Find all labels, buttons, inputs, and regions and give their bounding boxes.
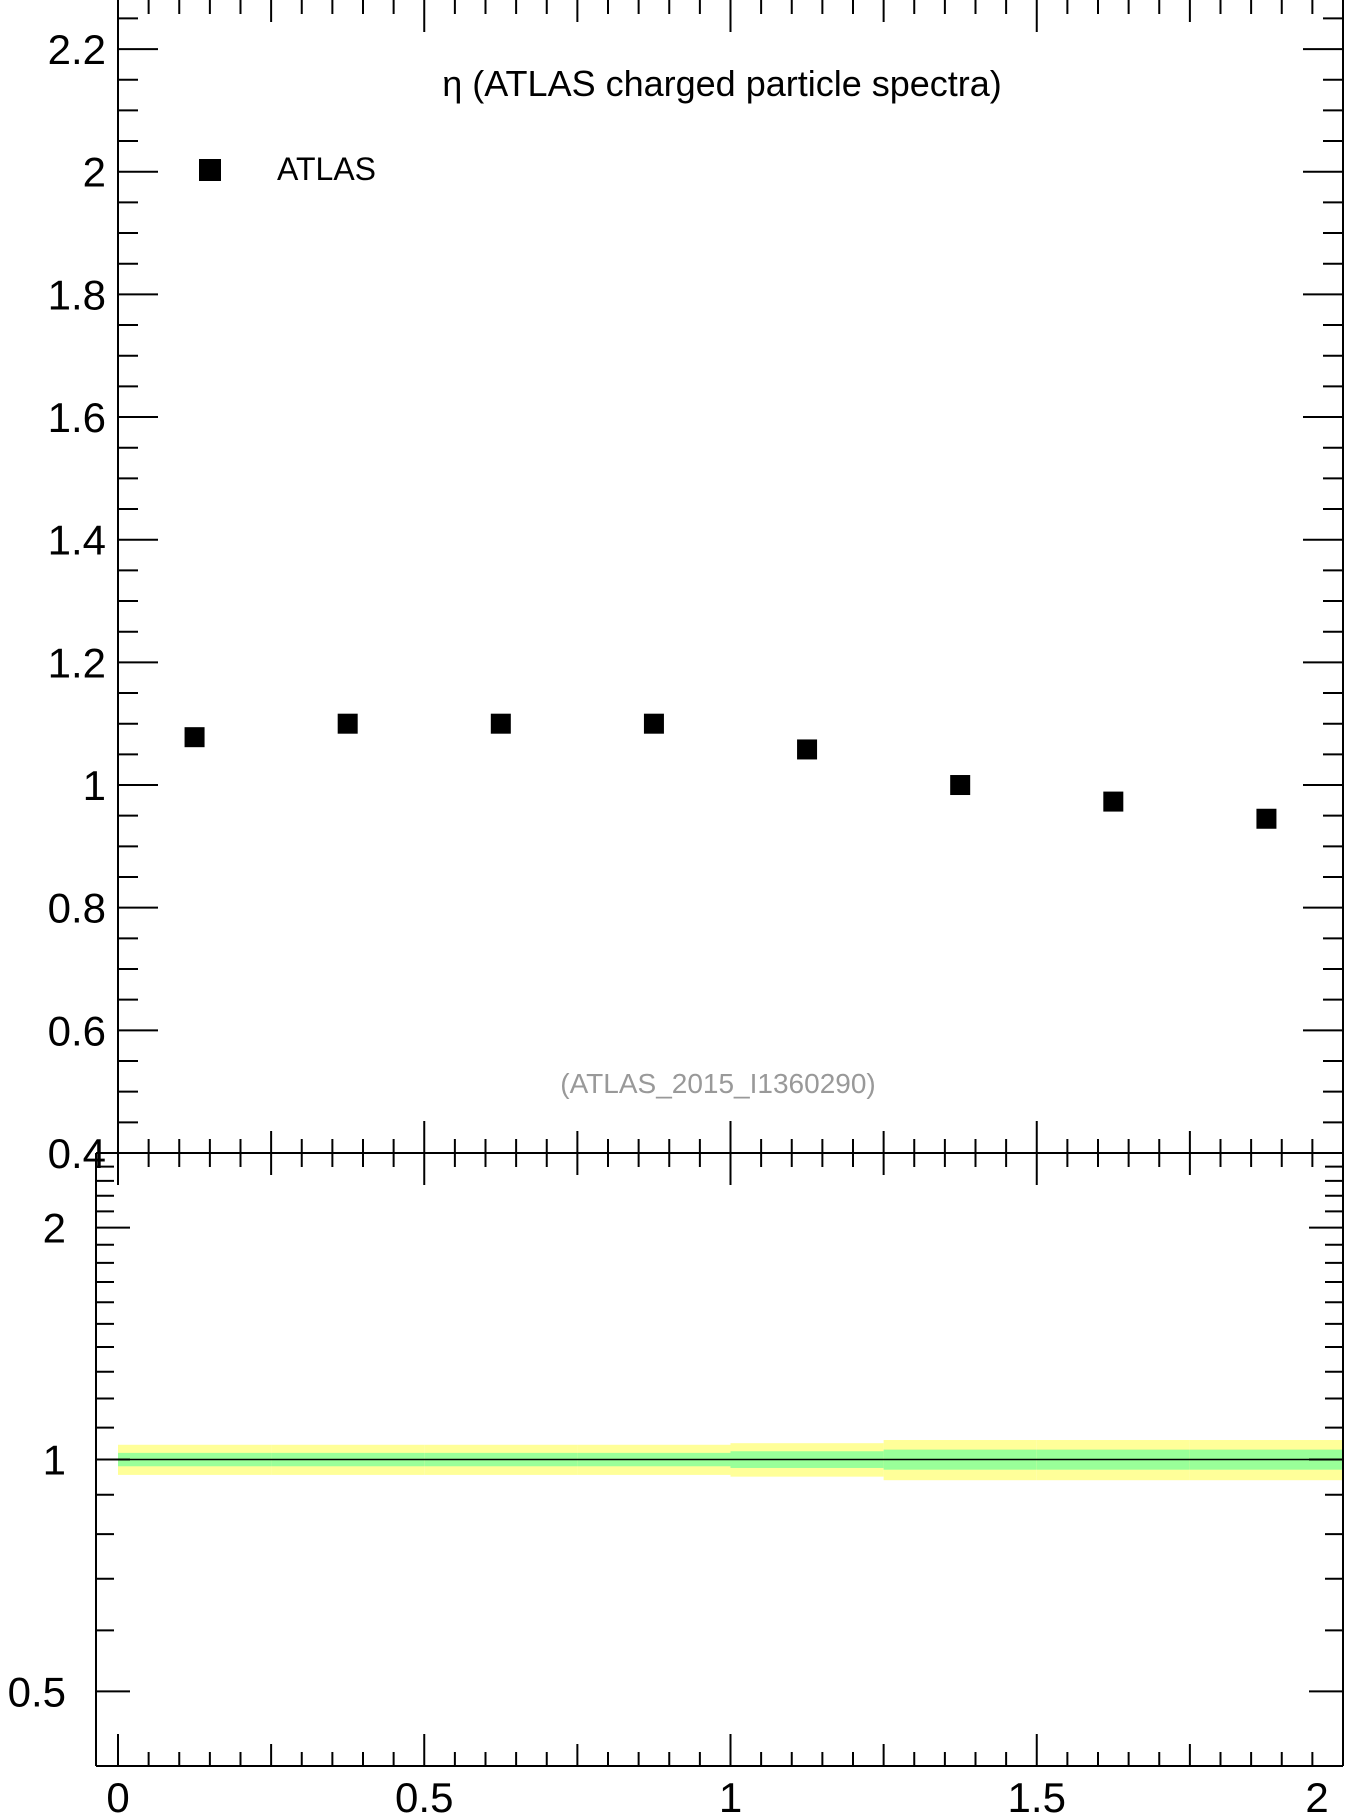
ratio-x-tick-label: 1.5	[1008, 1774, 1066, 1819]
chart-title: η (ATLAS charged particle spectra)	[442, 63, 1002, 104]
main-y-tick-label: 1	[83, 762, 106, 809]
main-y-tick-label: 1.2	[48, 639, 106, 686]
ratio-plot-panel: 0.5 1 2 0 0.5 1 1.5 2	[8, 1152, 1344, 1819]
main-y-tick-label: 0.8	[48, 885, 106, 932]
ratio-y-tick-label: 2	[43, 1205, 66, 1252]
data-point-atlas	[797, 739, 818, 760]
legend-label-atlas: ATLAS	[277, 151, 376, 187]
main-y-tick-label: 0.6	[48, 1007, 106, 1054]
main-y-tick-label: 1.4	[48, 517, 106, 564]
main-y-tick-label: 2.2	[48, 26, 106, 73]
data-point-atlas	[184, 727, 205, 748]
ratio-y-tick-label: 0.5	[8, 1668, 66, 1715]
data-point-atlas	[643, 713, 664, 734]
data-point-atlas	[490, 713, 511, 734]
main-plot-panel: 0.40.60.811.21.41.61.822.2η (ATLAS charg…	[48, 0, 1344, 1177]
ratio-x-tick-label: 1	[719, 1774, 742, 1819]
main-y-tick-label: 2	[83, 149, 106, 196]
ratio-x-tick-label: 0	[106, 1774, 129, 1819]
ratio-y-tick-label: 1	[43, 1437, 66, 1484]
analysis-id-label: (ATLAS_2015_I1360290)	[560, 1068, 876, 1099]
ratio-x-tick-label: 2	[1305, 1774, 1328, 1819]
ratio-x-tick-label: 0.5	[395, 1774, 453, 1819]
data-point-atlas	[950, 775, 971, 796]
main-y-tick-label: 1.6	[48, 394, 106, 441]
data-point-atlas	[1103, 791, 1124, 812]
legend-marker-atlas	[199, 159, 221, 181]
main-y-tick-label: 1.8	[48, 271, 106, 318]
data-point-atlas	[1256, 808, 1277, 829]
data-point-atlas	[337, 713, 358, 734]
